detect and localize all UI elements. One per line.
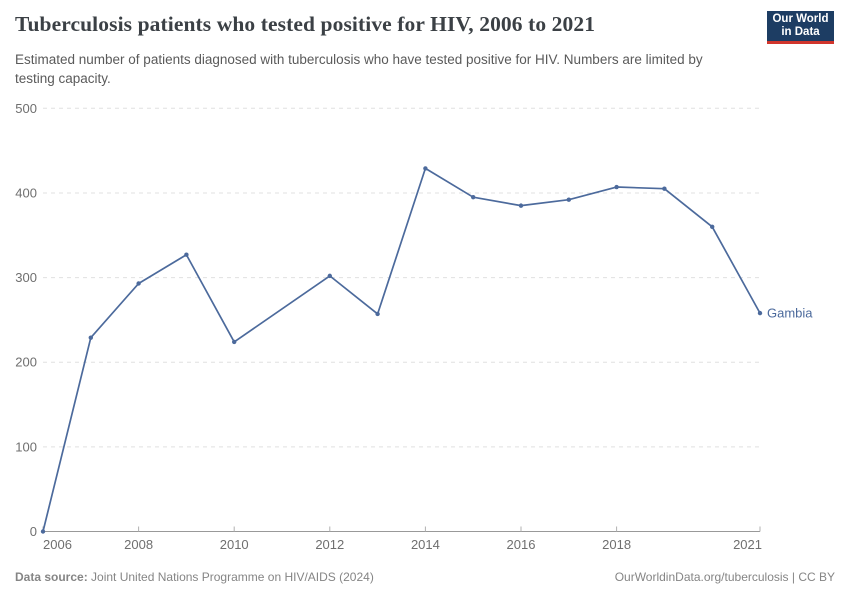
- series-point: [136, 281, 141, 286]
- data-source-label: Data source:: [15, 570, 88, 584]
- series-point: [184, 252, 189, 257]
- y-tick-label: 100: [15, 439, 37, 454]
- x-tick-label: 2018: [602, 537, 631, 552]
- x-tick-label: 2012: [315, 537, 344, 552]
- series-point: [327, 273, 332, 279]
- y-tick-label: 0: [30, 524, 37, 539]
- chart-title: Tuberculosis patients who tested positiv…: [15, 12, 596, 36]
- y-tick-label: 300: [15, 270, 37, 285]
- data-source-value: Joint United Nations Programme on HIV/AI…: [87, 570, 374, 584]
- series-point: [88, 335, 94, 340]
- attribution-link[interactable]: OurWorldinData.org/tuberculosis | CC BY: [614, 570, 835, 584]
- series-point: [375, 311, 380, 317]
- series-label-gambia: Gambia: [767, 306, 813, 321]
- series-point: [614, 184, 619, 190]
- owid-logo[interactable]: Our World in Data: [767, 11, 834, 44]
- series-point: [471, 194, 476, 200]
- x-tick-label: 2008: [124, 537, 153, 552]
- x-tick-label: 2006: [43, 537, 72, 552]
- series-point: [423, 166, 428, 171]
- series-point: [40, 529, 46, 534]
- x-tick-label: 2010: [220, 537, 249, 552]
- series-point: [757, 310, 763, 316]
- owid-logo-line1: Our World: [772, 13, 829, 25]
- y-tick-label: 500: [15, 101, 37, 116]
- series-point: [232, 339, 237, 345]
- series-point: [710, 224, 715, 229]
- series-point: [566, 197, 571, 202]
- series-point: [662, 186, 667, 191]
- y-tick-label: 400: [15, 185, 37, 200]
- y-tick-label: 200: [15, 355, 37, 370]
- chart-subtitle: Estimated number of patients diagnosed w…: [15, 52, 703, 86]
- chart-footer: Data source: Joint United Nations Progra…: [15, 570, 835, 585]
- x-tick-label: 2021: [733, 537, 762, 552]
- series-line-gambia: [42, 167, 761, 533]
- x-tick-label: 2016: [507, 537, 536, 552]
- series-point: [518, 203, 524, 208]
- owid-logo-line2: in Data: [781, 26, 820, 38]
- data-source-note: Data source: Joint United Nations Progra…: [15, 570, 374, 584]
- x-tick-label: 2014: [411, 537, 440, 552]
